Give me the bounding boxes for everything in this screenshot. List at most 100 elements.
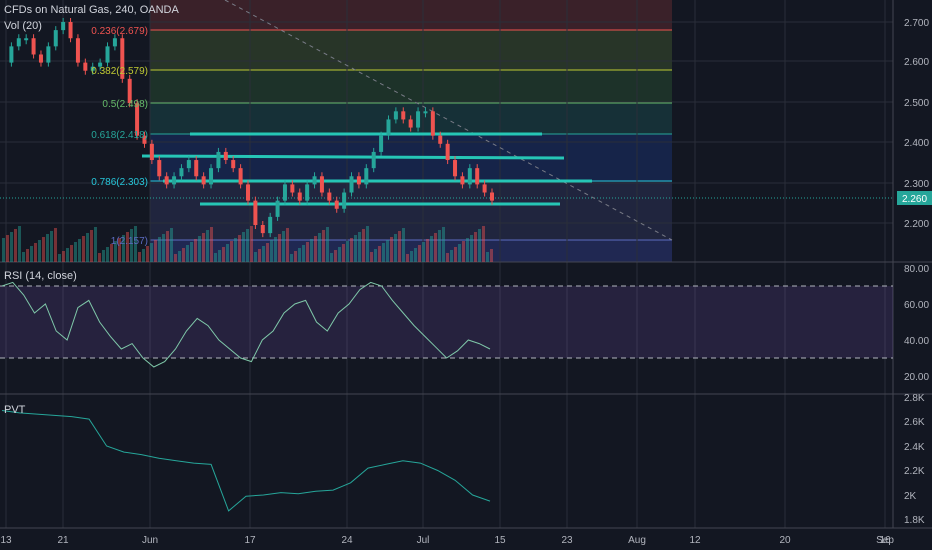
candle	[445, 143, 450, 161]
volume-bar	[162, 234, 165, 262]
candle	[482, 184, 487, 193]
price-tick-label: 2.700	[904, 18, 929, 29]
volume-bar	[426, 239, 429, 262]
price-tick-label: 2.300	[904, 179, 929, 190]
fib-level-label: 0.382(2.579)	[91, 66, 148, 77]
volume-bar	[170, 228, 173, 262]
volume-bar	[14, 229, 17, 262]
volume-bar	[442, 227, 445, 262]
volume-bar	[126, 232, 129, 262]
candle	[282, 184, 287, 201]
candle	[430, 111, 435, 136]
volume-bar	[290, 254, 293, 262]
volume-bar	[198, 236, 201, 262]
volume-bar	[438, 230, 441, 262]
volume-bar	[142, 249, 145, 262]
volume-bar	[98, 253, 101, 262]
fib-level-label: 0.236(2.679)	[91, 26, 148, 37]
volume-bar	[238, 235, 241, 262]
volume-bar	[242, 232, 245, 262]
candle	[453, 160, 458, 177]
pvt-tick-label: 2.6K	[904, 417, 925, 428]
candle	[24, 38, 29, 41]
candle	[393, 111, 398, 120]
candle	[90, 66, 95, 71]
volume-bar	[310, 239, 313, 262]
volume-bar	[6, 235, 9, 262]
volume-bar	[362, 229, 365, 262]
candle	[31, 38, 36, 55]
candle	[490, 192, 494, 201]
candle	[423, 111, 428, 114]
candle	[38, 54, 43, 63]
rsi-pane: 80.00 60.00 40.00 20.00	[0, 264, 929, 383]
time-tick-label: 21	[57, 535, 69, 546]
candle	[179, 168, 184, 177]
candle	[327, 192, 332, 201]
volume-bar	[434, 233, 437, 262]
candle	[401, 111, 406, 120]
volume-bar	[302, 245, 305, 262]
candle	[135, 103, 140, 136]
volume-bar	[270, 240, 273, 262]
volume-bar	[18, 226, 21, 262]
volume-bar	[42, 237, 45, 262]
volume-bar	[70, 245, 73, 262]
volume-bar	[222, 247, 225, 262]
candle	[260, 225, 265, 234]
candle	[75, 38, 80, 63]
horizontal-level-line	[141, 154, 565, 160]
volume-bar	[382, 243, 385, 262]
volume-bar	[490, 249, 493, 262]
volume-bar	[370, 252, 373, 262]
volume-bar	[398, 231, 401, 262]
candle	[268, 216, 273, 234]
time-tick-label: Aug	[628, 535, 646, 546]
volume-bar	[2, 238, 5, 262]
volume-bar	[62, 251, 65, 262]
price-axis: 2.700 2.600 2.500 2.400 2.300 2.200 2.260	[897, 18, 932, 230]
volume-bars	[2, 226, 493, 262]
candle	[460, 176, 465, 185]
candle	[61, 22, 66, 31]
volume-bar	[50, 231, 53, 262]
volume-bar	[350, 238, 353, 262]
volume-bar	[470, 235, 473, 262]
time-tick-label: 12	[689, 535, 701, 546]
volume-bar	[306, 242, 309, 262]
time-tick-label: 24	[341, 535, 353, 546]
volume-bar	[10, 232, 13, 262]
volume-bar	[322, 230, 325, 262]
pvt-line	[1, 410, 491, 512]
fib-level-label: 0.786(2.303)	[91, 177, 148, 188]
volume-bar	[114, 241, 117, 262]
candle	[186, 160, 191, 169]
volume-bar	[410, 251, 413, 262]
volume-bar	[74, 242, 77, 262]
volume-bar	[190, 242, 193, 262]
fib-band	[150, 0, 672, 30]
volume-bar	[154, 240, 157, 262]
price-tick-label: 2.400	[904, 138, 929, 149]
price-tick-label: 2.600	[904, 57, 929, 68]
pvt-tick-label: 2.4K	[904, 442, 925, 453]
volume-bar	[450, 250, 453, 262]
volume-bar	[354, 235, 357, 262]
volume-bar	[30, 246, 33, 262]
volume-bar	[102, 250, 105, 262]
candle	[238, 168, 243, 185]
candle	[231, 160, 236, 169]
candle	[290, 184, 295, 193]
candle	[386, 119, 391, 136]
candle	[209, 168, 214, 185]
volume-bar	[478, 229, 481, 262]
volume-bar	[462, 241, 465, 262]
candle	[9, 46, 14, 63]
volume-bar	[230, 241, 233, 262]
volume-bar	[422, 242, 425, 262]
candle	[319, 176, 324, 193]
volume-bar	[174, 254, 177, 262]
candle	[98, 62, 103, 67]
volume-bar	[234, 238, 237, 262]
